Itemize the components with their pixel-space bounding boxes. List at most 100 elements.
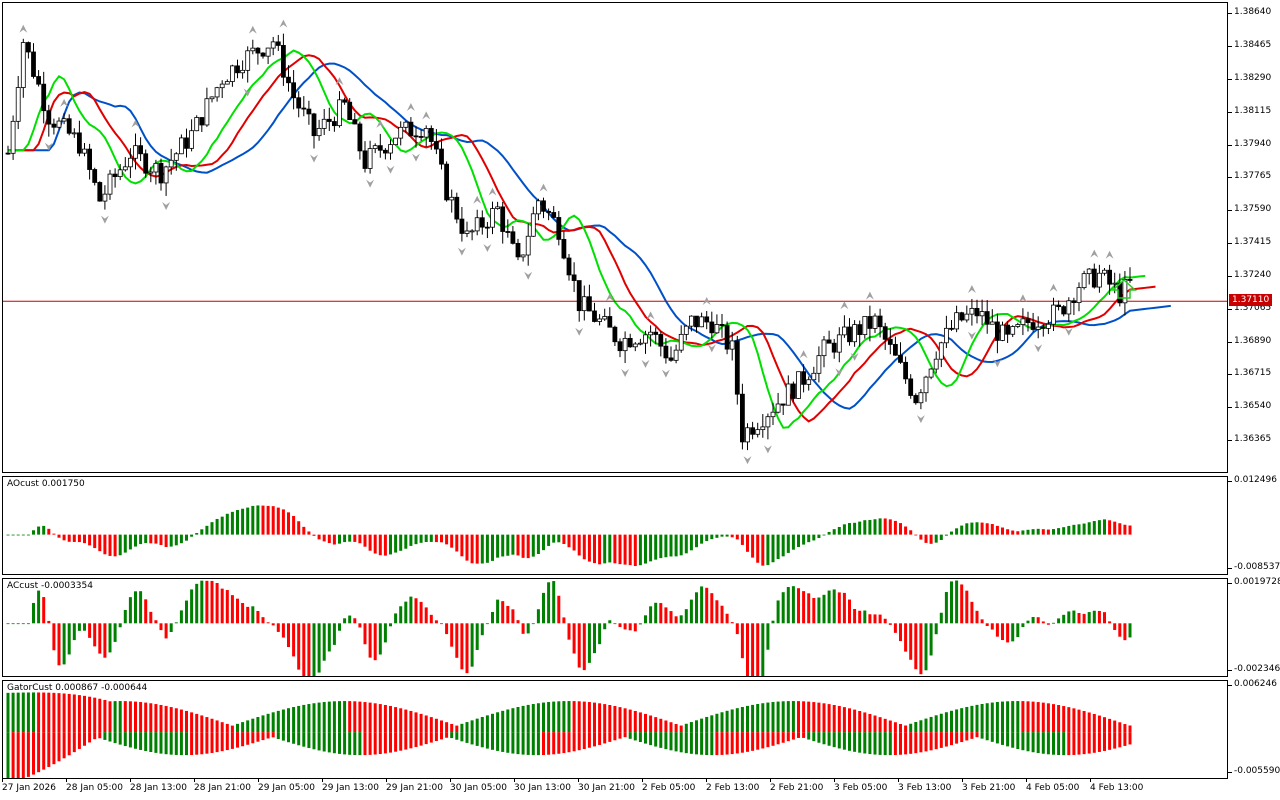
histogram-bar <box>649 534 653 562</box>
histogram-bar <box>644 534 647 564</box>
gator-lower-bar <box>1072 732 1076 755</box>
gator-upper-bar <box>113 701 117 733</box>
bear-candle <box>484 226 490 229</box>
gator-lower-bar <box>399 732 403 751</box>
histogram-bar <box>312 534 316 536</box>
histogram-bar <box>230 511 234 535</box>
histogram-bar <box>950 531 953 535</box>
histogram-bar <box>832 529 836 535</box>
bull-candle <box>673 349 679 361</box>
histogram-bar <box>679 615 683 624</box>
gator-upper-bar <box>47 692 51 733</box>
gator-lower-bar <box>934 732 938 750</box>
histogram-bar <box>154 534 158 544</box>
histogram-bar <box>103 534 107 555</box>
histogram-bar <box>348 615 352 624</box>
gator-upper-bar <box>16 692 20 733</box>
histogram-bar <box>975 610 979 624</box>
histogram-bar <box>501 534 505 557</box>
histogram-bar <box>700 534 704 544</box>
bear-candle <box>158 162 164 184</box>
histogram-bar <box>465 534 469 561</box>
histogram-bar <box>1113 521 1117 535</box>
gator-upper-bar <box>164 705 168 733</box>
gator-lower-bar <box>348 732 352 755</box>
gator-upper-bar <box>766 702 770 733</box>
bull-candle <box>321 118 327 129</box>
histogram-bar <box>1057 528 1061 535</box>
gator-upper-bar <box>455 725 459 733</box>
gator-upper-bar <box>42 692 46 733</box>
histogram-bar <box>883 618 887 624</box>
histogram-bar <box>587 534 591 562</box>
histogram-bar <box>394 613 398 624</box>
gator-upper-bar <box>1057 705 1061 733</box>
bull-candle <box>229 65 235 82</box>
gator-upper-bar <box>965 706 969 733</box>
gator-lower-bar <box>562 732 566 754</box>
ac-indicator-pane[interactable]: ACcust -0.0003354 <box>2 578 1228 677</box>
histogram-bar <box>1031 616 1035 624</box>
bull-candle <box>71 132 77 135</box>
gator-indicator-pane[interactable]: GatorCust 0.000867 -0.000644 <box>2 680 1228 779</box>
bear-candle <box>433 141 439 150</box>
histogram-bar <box>434 620 438 624</box>
histogram-bar <box>261 617 265 624</box>
bear-candle <box>454 196 460 220</box>
histogram-bar <box>378 623 382 655</box>
gator-upper-bar <box>970 705 974 733</box>
ac-histogram <box>6 580 1132 676</box>
histogram-bar <box>786 587 790 624</box>
time-tick-label: 3 Feb 21:00 <box>962 779 1016 793</box>
gator-upper-bar <box>689 722 693 733</box>
bull-candle <box>337 99 342 127</box>
histogram-bar <box>904 623 908 652</box>
histogram-bar <box>827 531 831 535</box>
histogram-bar <box>343 618 347 624</box>
histogram-bar <box>832 589 836 624</box>
gator-lower-bar <box>817 732 821 743</box>
gator-lower-bar <box>557 732 561 754</box>
histogram-bar <box>526 534 530 559</box>
gator-upper-bar <box>1046 703 1050 733</box>
gator-axis: 0.006246 -0.005590 <box>1227 679 1280 779</box>
fractal-down-icon <box>850 352 859 361</box>
histogram-bar <box>414 534 418 545</box>
histogram-bar <box>327 623 331 652</box>
histogram-bar <box>868 614 872 624</box>
bear-candle <box>1025 318 1031 323</box>
histogram-bar <box>853 522 857 535</box>
histogram-bar <box>567 623 571 640</box>
histogram-bar <box>496 534 500 558</box>
gator-upper-bar <box>700 718 704 733</box>
histogram-bar <box>251 505 255 535</box>
histogram-bar <box>108 623 112 653</box>
gator-upper-bar <box>77 695 81 733</box>
histogram-bar <box>32 530 35 535</box>
gator-lower-bar <box>103 732 107 740</box>
gator-upper-bar <box>623 708 627 733</box>
histogram-bar <box>118 623 122 628</box>
histogram-bar <box>139 534 143 545</box>
fractal-up-icon <box>646 311 655 320</box>
gator-upper-bar <box>256 717 260 733</box>
bull-candle <box>683 325 689 335</box>
histogram-bar <box>598 534 602 565</box>
histogram-bar <box>37 590 41 624</box>
gator-upper-bar <box>93 697 97 733</box>
gator-lower-bar <box>251 732 255 744</box>
price-chart-pane[interactable] <box>2 2 1228 473</box>
histogram-bar <box>287 512 290 535</box>
histogram-bar <box>1077 613 1081 624</box>
time-tick-label: 28 Jan 21:00 <box>194 779 251 793</box>
histogram-bar <box>302 526 306 535</box>
gator-upper-bar <box>995 702 999 733</box>
bear-candle <box>1127 279 1133 281</box>
histogram-bar <box>715 534 719 538</box>
histogram-bar <box>450 534 454 548</box>
gator-upper-bar <box>659 718 663 733</box>
histogram-bar <box>975 522 979 535</box>
gator-upper-bar <box>327 701 331 733</box>
bull-candle <box>15 87 21 122</box>
ao-indicator-pane[interactable]: AOcust 0.001750 <box>2 476 1228 575</box>
